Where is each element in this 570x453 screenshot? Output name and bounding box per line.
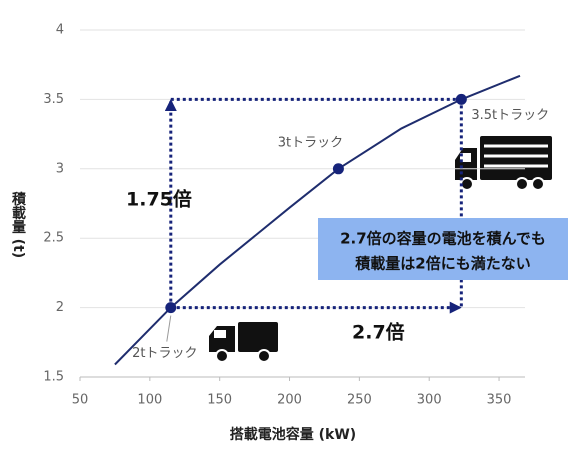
y-tick-label: 1.5	[43, 370, 64, 385]
x-tick-label: 250	[347, 393, 372, 408]
x-tick-label: 300	[417, 393, 442, 408]
callout-box	[318, 218, 568, 280]
x-tick-label: 50	[72, 393, 89, 408]
point-label: 2tトラック	[132, 346, 197, 361]
y-axis-title: 積載量 (t)	[10, 191, 27, 258]
point-label: 3.5tトラック	[471, 108, 549, 123]
callout-text: 積載量は2倍にも満たない	[354, 255, 530, 273]
big-truck-icon	[455, 136, 552, 191]
point-label: 3tトラック	[278, 135, 343, 150]
line	[114, 74, 521, 366]
y-tick-label: 2	[56, 300, 64, 315]
y-tick-label: 3.5	[43, 92, 64, 107]
y-tick-label: 2.5	[43, 231, 64, 246]
x-axis-title: 搭載電池容量 (kW)	[230, 426, 356, 443]
y-tick-label: 4	[56, 23, 64, 38]
x-tick-label: 200	[277, 393, 302, 408]
x-tick-label: 100	[137, 393, 162, 408]
x-tick-label: 150	[207, 393, 232, 408]
y-tick-label: 3	[56, 161, 64, 176]
annotation: 1.75倍	[126, 188, 192, 211]
point	[455, 93, 467, 105]
x-tick-label: 350	[487, 393, 512, 408]
point	[165, 302, 177, 314]
callout-text: 2.7倍の容量の電池を積んでも	[340, 230, 546, 248]
leader-line	[166, 315, 172, 342]
point	[332, 163, 344, 175]
small-truck-icon	[209, 322, 278, 363]
annotation: 2.7倍	[352, 321, 405, 344]
